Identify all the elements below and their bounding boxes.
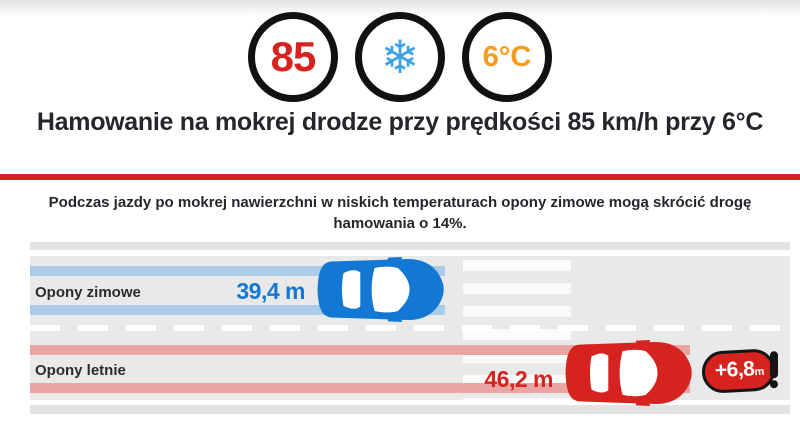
- summer-distance-value: 46,2 m: [484, 366, 553, 392]
- red-divider: [0, 174, 800, 180]
- snowflake-icon: ❄: [380, 30, 420, 84]
- braking-distance-graphic: Opony zimowe 39,4 m Opony letnie 46,2 m: [30, 242, 790, 414]
- road-shoulder-top: [30, 242, 790, 250]
- winter-tire-track: [30, 266, 445, 276]
- condition-badges: 85 ❄ 6°C: [0, 12, 800, 102]
- temperature-value: 6°C: [482, 40, 532, 73]
- road-shoulder-bottom: [30, 405, 790, 414]
- speed-limit-badge: 85: [248, 12, 338, 102]
- speed-value: 85: [270, 33, 317, 80]
- subtitle-text: Podczas jazdy po mokrej nawierzchni w ni…: [48, 194, 752, 232]
- lane-divider-dashes: [30, 325, 790, 331]
- road: Opony zimowe 39,4 m Opony letnie 46,2 m: [30, 256, 790, 406]
- summer-tire-track: [30, 383, 690, 393]
- summer-car-icon: [561, 340, 697, 406]
- difference-pill: +6,8m: [700, 348, 776, 394]
- winter-tire-track: [30, 305, 445, 315]
- temperature-badge: 6°C: [462, 12, 552, 102]
- exclamation-icon: [769, 350, 778, 388]
- winter-conditions-badge: ❄: [355, 12, 445, 102]
- page-title: Hamowanie na mokrej drodze przy prędkośc…: [36, 108, 764, 136]
- winter-lane-label: Opony zimowe: [35, 284, 141, 301]
- winter-car-icon: [313, 257, 449, 322]
- summer-tire-track: [30, 345, 690, 355]
- difference-value: +6,8: [714, 357, 755, 383]
- summer-lane-label: Opony letnie: [35, 362, 126, 379]
- winter-distance-value: 39,4 m: [236, 278, 305, 304]
- difference-unit: m: [754, 365, 765, 379]
- top-gradient: [0, 0, 800, 16]
- distance-difference-badge: +6,8m: [700, 348, 779, 394]
